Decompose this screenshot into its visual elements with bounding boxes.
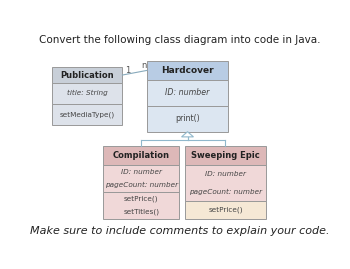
Bar — [185, 201, 266, 219]
Text: Compilation: Compilation — [113, 151, 170, 160]
Bar — [147, 80, 228, 106]
Text: print(): print() — [175, 114, 200, 123]
Bar — [52, 104, 122, 125]
Text: Make sure to include comments to explain your code.: Make sure to include comments to explain… — [30, 226, 329, 236]
Bar — [104, 146, 179, 165]
Text: Convert the following class diagram into code in Java.: Convert the following class diagram into… — [38, 36, 320, 45]
Text: ID: number: ID: number — [165, 88, 210, 97]
Bar — [52, 83, 122, 104]
Bar — [185, 146, 266, 165]
Text: setMediaType(): setMediaType() — [60, 112, 115, 118]
Text: setPrice(): setPrice() — [208, 207, 243, 213]
Text: pageCount: number: pageCount: number — [189, 189, 262, 195]
Text: title: String: title: String — [67, 90, 107, 96]
Text: ID: number: ID: number — [121, 169, 162, 175]
Text: pageCount: number: pageCount: number — [105, 182, 178, 188]
Bar — [104, 192, 179, 219]
Text: setTitles(): setTitles() — [124, 209, 159, 215]
Polygon shape — [182, 132, 194, 137]
Bar — [104, 165, 179, 192]
Text: Hardcover: Hardcover — [161, 66, 214, 75]
Text: Sweeping Epic: Sweeping Epic — [191, 151, 260, 160]
Bar — [147, 106, 228, 132]
Bar — [147, 61, 228, 80]
Text: Publication: Publication — [60, 70, 114, 80]
Text: ID: number: ID: number — [205, 171, 246, 177]
Bar — [185, 165, 266, 201]
Text: setPrice(): setPrice() — [124, 195, 159, 202]
Text: 1: 1 — [125, 66, 130, 75]
Text: n: n — [141, 61, 146, 70]
Bar — [52, 68, 122, 83]
